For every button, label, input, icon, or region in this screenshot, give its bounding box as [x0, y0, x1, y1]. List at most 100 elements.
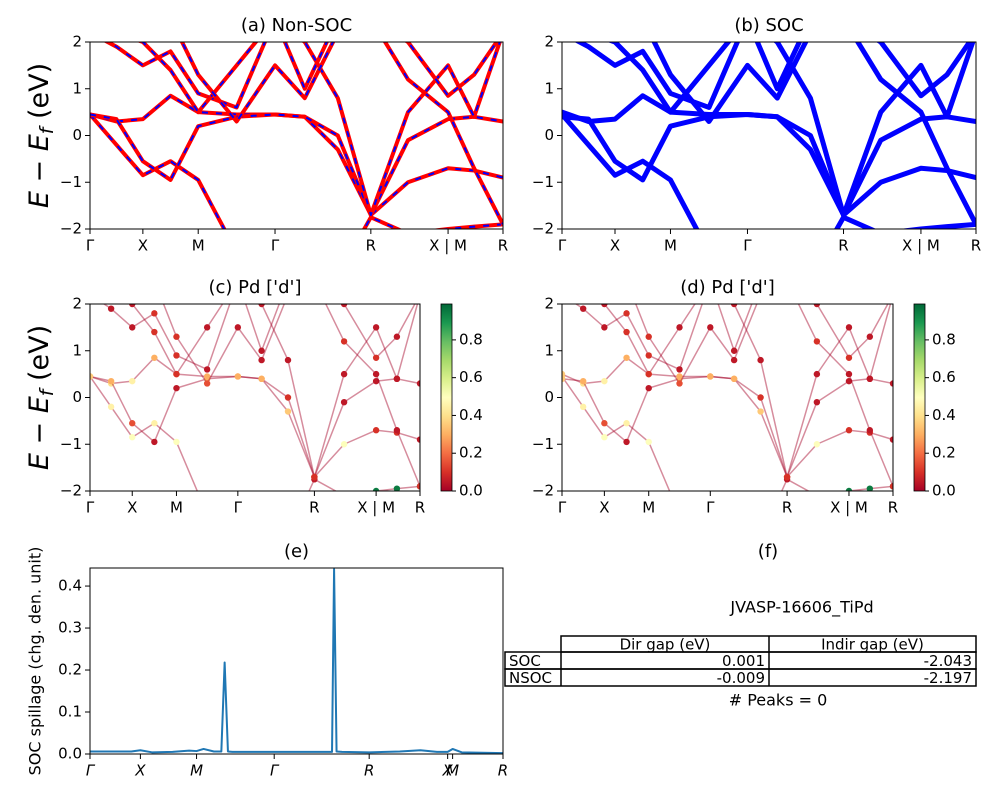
band-point — [645, 370, 652, 378]
axes-frame — [89, 303, 421, 492]
band-line — [90, 357, 420, 478]
band-point — [151, 354, 158, 361]
band-point — [623, 438, 630, 446]
band-point — [707, 373, 714, 380]
x-tick-label: M — [192, 237, 205, 255]
colorbar-tick-label: 0.8 — [459, 330, 483, 348]
x-tick-label: X — [134, 762, 146, 780]
band-point — [676, 366, 683, 373]
y-tick-label: −1 — [60, 435, 82, 453]
y-tick-label: 0.0 — [58, 745, 82, 763]
band-point — [258, 375, 265, 382]
band-point — [284, 408, 292, 415]
band-line — [90, 375, 420, 478]
table-row — [504, 668, 977, 687]
x-tick-label: Γ — [558, 499, 567, 517]
plot-area — [562, 42, 976, 229]
x-tick-label: X — [127, 499, 137, 517]
x-tick-label: X | M — [357, 499, 395, 517]
band-point — [579, 377, 587, 385]
band-point — [645, 333, 652, 340]
band-point — [579, 305, 587, 312]
colorbar-tick-label: 0.0 — [932, 482, 956, 500]
x-tick-label: X — [442, 762, 454, 780]
band-point — [129, 377, 136, 385]
band-point — [107, 377, 115, 385]
band-point — [284, 356, 292, 364]
band-point — [203, 375, 211, 382]
y-axis-label: E − Ef (eV) — [24, 325, 58, 470]
band-point — [730, 375, 738, 382]
x-tick-label: Γ — [706, 499, 715, 517]
x-tick-label: M — [170, 499, 183, 517]
band-line-overlay — [180, 42, 498, 123]
x-tick-label: R — [415, 499, 425, 517]
y-axis-label-subscript: f — [35, 124, 57, 134]
band-point — [393, 333, 401, 340]
y-tick-label: 1 — [72, 79, 82, 97]
panel-title: (e) — [284, 541, 309, 562]
band-point — [372, 427, 380, 434]
band-line — [130, 304, 419, 478]
band-point — [623, 420, 630, 427]
band-line — [651, 42, 973, 124]
x-tick-label: Γ — [743, 237, 752, 255]
band-point — [757, 394, 764, 401]
band-point — [416, 483, 420, 490]
x-tick-label: R — [309, 499, 319, 517]
band-point — [845, 377, 853, 385]
band-point — [813, 441, 821, 448]
band-point — [372, 354, 380, 361]
band-point — [258, 347, 265, 354]
band-point — [730, 347, 738, 354]
band-point — [813, 398, 821, 406]
y-tick-label: 0.1 — [58, 703, 82, 721]
y-tick-label: 0.3 — [58, 619, 82, 637]
band-point — [889, 380, 893, 387]
band-line — [102, 304, 420, 488]
plot-area — [90, 568, 503, 754]
y-axis-label-main: E − E — [24, 134, 55, 208]
band-point — [601, 324, 608, 331]
band-point — [129, 434, 136, 441]
band-line — [562, 111, 976, 218]
band-point — [173, 438, 180, 446]
band-point — [234, 324, 242, 331]
table-note: # Peaks = 0 — [729, 691, 828, 710]
band-line — [574, 304, 893, 488]
table-caption: JVASP-16606_TiPd — [729, 598, 873, 618]
table-row-label: SOC — [509, 652, 541, 670]
x-tick-label: M — [642, 499, 655, 517]
band-point — [783, 473, 791, 481]
band-point — [866, 427, 874, 434]
band-point — [845, 427, 853, 434]
y-tick-label: 0 — [72, 126, 82, 144]
x-tick-label: R — [498, 762, 508, 780]
y-tick-label: 0.2 — [58, 661, 82, 679]
band-line-overlay — [90, 113, 503, 229]
band-point — [676, 324, 683, 331]
y-axis-label: SOC spillage (chg. den. unit) — [26, 547, 45, 776]
band-point — [866, 485, 874, 491]
x-tick-label: X | M — [429, 237, 467, 255]
x-tick-label: R — [971, 237, 981, 255]
x-tick-label: Γ — [271, 237, 280, 255]
band-point — [601, 304, 608, 308]
band-point — [173, 352, 180, 359]
x-tick-label: M — [664, 237, 677, 255]
band-point — [813, 304, 821, 308]
plot-area — [90, 304, 420, 491]
colorbar-tick-label: 0.2 — [932, 444, 956, 462]
table-column-header: Dir gap (eV) — [620, 636, 711, 654]
y-tick-label: 1 — [544, 79, 554, 97]
y-tick-label: −2 — [532, 220, 554, 238]
band-point — [284, 394, 292, 401]
band-point — [203, 324, 211, 331]
band-point — [151, 310, 158, 317]
x-tick-label: X — [599, 499, 609, 517]
panel-title: (f) — [758, 541, 778, 562]
band-point — [866, 333, 874, 340]
x-tick-label: X — [610, 237, 620, 255]
band-point — [845, 487, 853, 491]
y-tick-label: −1 — [532, 435, 554, 453]
